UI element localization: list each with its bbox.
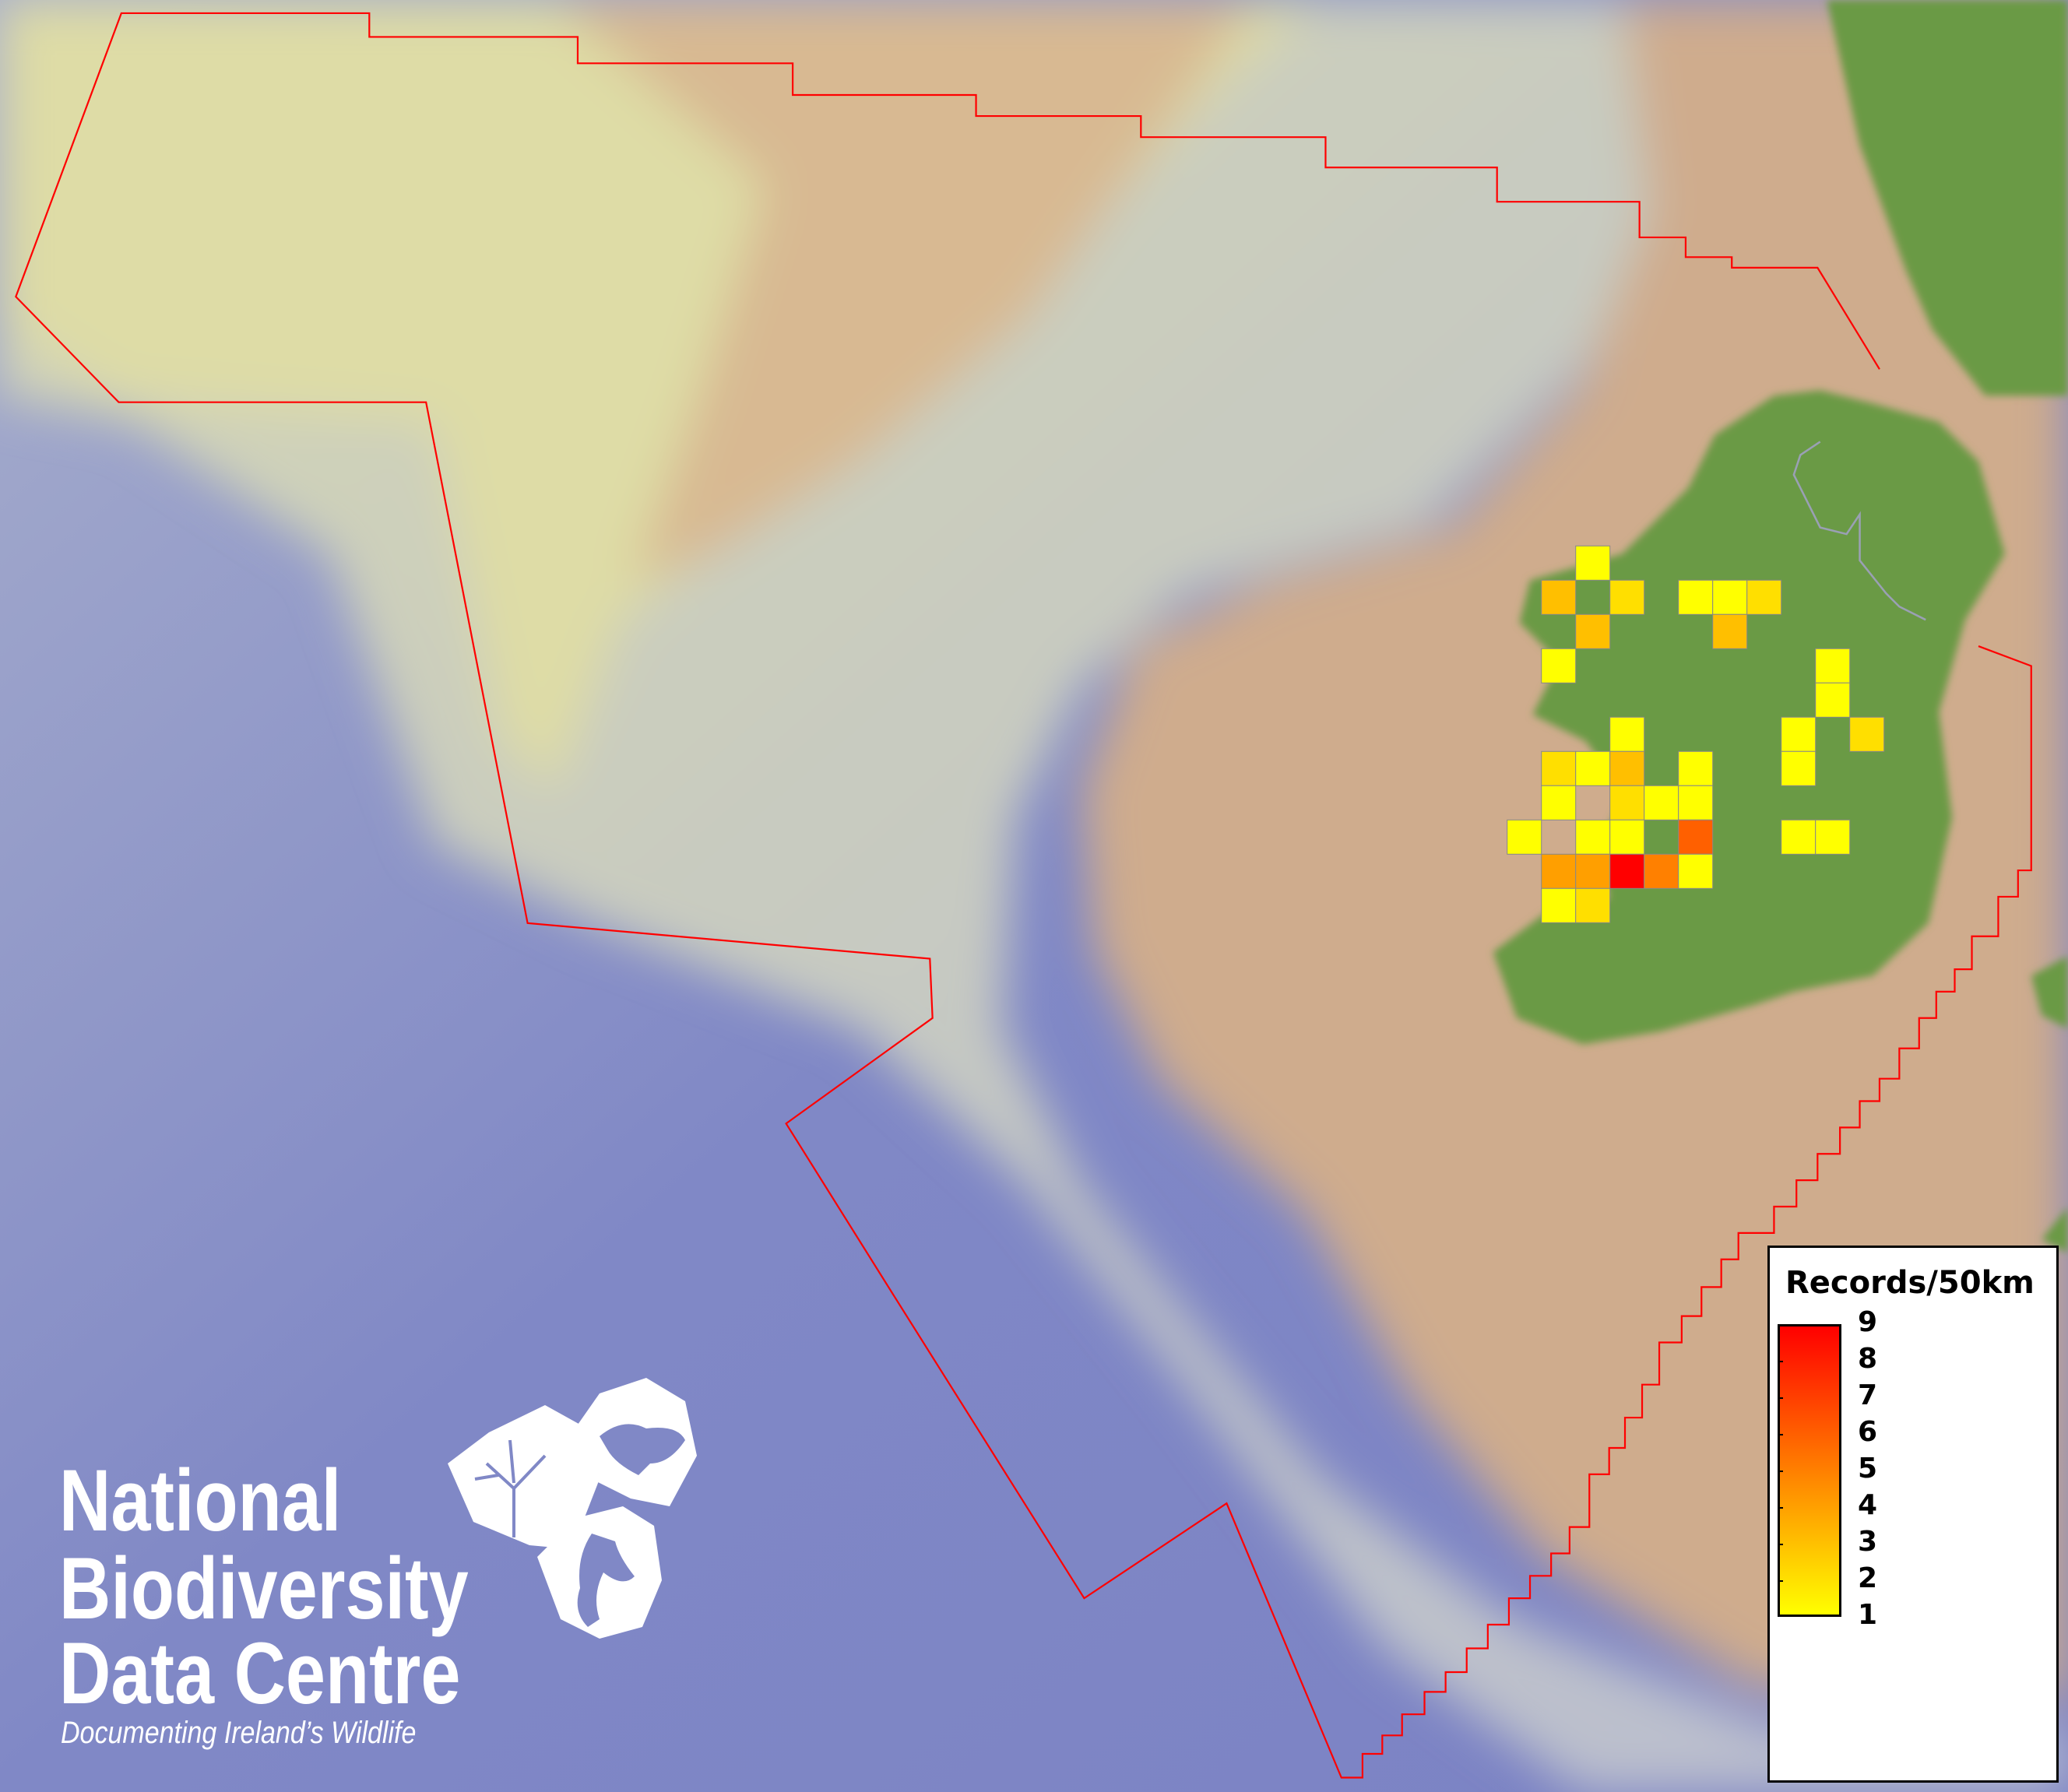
grid-cell xyxy=(1644,785,1679,820)
grid-cell xyxy=(1507,819,1542,855)
tree-hexagon-icon xyxy=(448,1405,600,1549)
grid-cell xyxy=(1575,819,1611,855)
legend-color-ramp xyxy=(1778,1324,1841,1617)
eez-boundary-line xyxy=(15,12,2032,1779)
grid-cell xyxy=(1849,716,1885,752)
wales-land xyxy=(2031,956,2068,1029)
legend-tick-mark xyxy=(1780,1397,1783,1399)
legend-tick-label: 1 xyxy=(1858,1599,1878,1631)
logo-text-national: National xyxy=(59,1452,342,1549)
legend-tick-label: 7 xyxy=(1858,1379,1878,1411)
grid-cell xyxy=(1678,750,1714,786)
grid-cell xyxy=(1712,613,1748,649)
grid-cell xyxy=(1609,716,1645,752)
legend-tick-label: 2 xyxy=(1858,1562,1878,1594)
logo-text-data-centre: Data Centre xyxy=(59,1625,461,1722)
butterfly-hexagon-icon xyxy=(572,1378,697,1506)
scotland-land xyxy=(1827,0,2068,396)
grid-cell xyxy=(1815,648,1851,683)
grid-cell xyxy=(1678,819,1714,855)
grid-cell xyxy=(1609,853,1645,889)
grid-cell xyxy=(1575,887,1611,923)
grid-cell xyxy=(1781,750,1817,786)
grid-cell xyxy=(1609,785,1645,820)
grid-cell xyxy=(1609,579,1645,615)
grid-cell xyxy=(1541,785,1577,820)
grid-cell xyxy=(1781,716,1817,752)
legend-tick-label: 8 xyxy=(1858,1343,1878,1375)
grid-cell xyxy=(1575,750,1611,786)
grid-cell xyxy=(1678,785,1714,820)
legend-panel: Records/50km 9 8 7 6 5 4 3 2 1 xyxy=(1767,1246,2059,1783)
logo-text-biodiversity: Biodiversity xyxy=(59,1540,469,1637)
ni-border xyxy=(1792,441,1926,621)
grid-cell xyxy=(1609,819,1645,855)
upper-plateau xyxy=(554,0,1254,581)
legend-tick-mark xyxy=(1780,1507,1783,1509)
logo-tagline: Documenting Ireland’s Wildlife xyxy=(61,1716,417,1750)
legend-tick-label: 3 xyxy=(1858,1526,1878,1558)
grid-cell xyxy=(1575,545,1611,581)
grid-cell xyxy=(1541,750,1577,786)
legend-title: Records/50km xyxy=(1785,1265,2035,1301)
legend-tick-label: 6 xyxy=(1858,1416,1878,1448)
legend-tick-label: 4 xyxy=(1858,1489,1878,1521)
grid-cell xyxy=(1678,853,1714,889)
grid-cell xyxy=(1815,682,1851,718)
grid-cell xyxy=(1541,853,1577,889)
legend-tick-label: 9 xyxy=(1858,1306,1878,1338)
legend-tick-mark xyxy=(1780,1361,1783,1362)
grid-cell xyxy=(1541,648,1577,683)
legend-tick-mark xyxy=(1780,1470,1783,1472)
legend-tick-mark xyxy=(1780,1434,1783,1435)
grid-cell xyxy=(1609,750,1645,786)
cornwall-land xyxy=(2042,1207,2068,1253)
seahorse-hexagon-icon xyxy=(537,1506,662,1639)
grid-cell xyxy=(1712,579,1748,615)
grid-cell xyxy=(1541,579,1577,615)
grid-cell xyxy=(1678,579,1714,615)
nbdc-logo-hexagons xyxy=(448,1378,697,1639)
legend-tick-mark xyxy=(1780,1580,1783,1582)
grid-cell xyxy=(1644,853,1679,889)
grid-cell xyxy=(1575,613,1611,649)
grid-cell xyxy=(1575,853,1611,889)
grid-cell xyxy=(1815,819,1851,855)
grid-cell xyxy=(1541,887,1577,923)
legend-tick-mark xyxy=(1780,1544,1783,1545)
records-grid xyxy=(1507,545,1885,923)
grid-cell xyxy=(1746,579,1782,615)
grid-cell xyxy=(1781,819,1817,855)
legend-tick-label: 5 xyxy=(1858,1453,1878,1485)
